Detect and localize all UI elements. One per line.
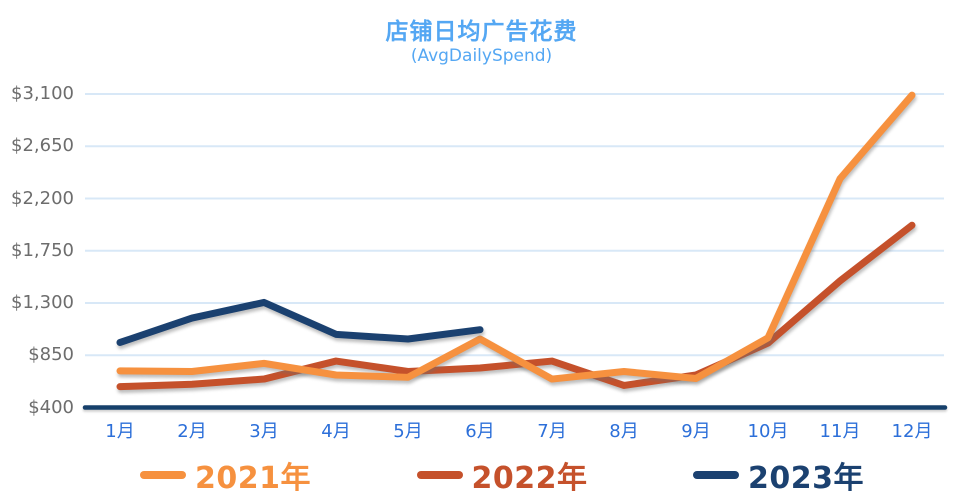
series-line-2023 [116,298,484,346]
chart-subtitle: (AvgDailySpend) [410,46,553,66]
legend-item-2021[interactable]: 2021年 [140,453,311,497]
x-tick-label: 12月 [891,421,933,442]
legend-swatch-icon [693,471,739,479]
x-tick-label: 11月 [819,421,861,442]
series-layer [116,91,916,391]
legend-label: 2021年 [195,461,311,496]
x-tick-label: 10月 [747,421,789,442]
x-tick-label: 8月 [609,421,639,442]
x-tick-label: 7月 [537,421,567,442]
chart-legend: 2021年 2022年 2023年 [140,453,864,497]
x-tick-label: 2月 [177,421,207,442]
legend-swatch-icon [140,471,186,479]
x-tick-label: 4月 [321,421,351,442]
y-tick-label: $2,650 [11,135,74,157]
y-tick-label: $400 [28,396,74,418]
series-line-2022 [116,221,916,391]
legend-item-2023[interactable]: 2023年 [693,453,864,497]
x-tick-label: 6月 [465,421,495,442]
legend-label: 2022年 [471,461,588,496]
series-line-2021 [116,91,916,383]
y-tick-label: $1,300 [11,292,74,313]
legend-item-2022[interactable]: 2022年 [416,453,588,497]
x-tick-label: 5月 [393,421,423,442]
y-tick-label: $850 [28,344,74,366]
y-tick-label: $1,750 [11,239,74,261]
y-tick-label: $2,200 [11,187,74,209]
x-tick-label: 9月 [681,421,711,442]
legend-label: 2023年 [748,461,864,496]
x-tick-label: 3月 [249,421,279,442]
chart-title: 店铺日均广告花费 [385,19,578,45]
x-tick-label: 1月 [105,421,135,442]
y-tick-label: $3,100 [11,83,74,104]
legend-swatch-icon [416,471,463,479]
